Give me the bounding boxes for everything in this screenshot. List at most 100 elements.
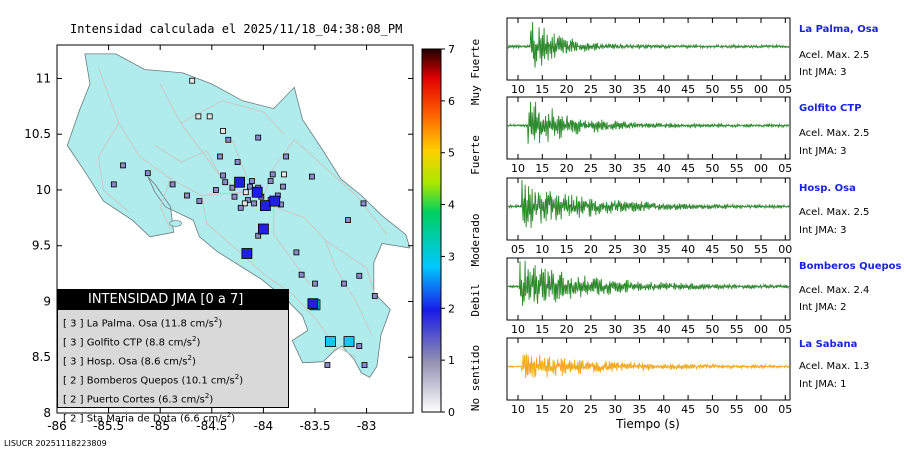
time-tick-label: 45 xyxy=(705,243,719,256)
legend-unit-close: ) xyxy=(196,337,201,349)
time-tick-label: 45 xyxy=(681,403,695,416)
waveform-trace xyxy=(507,101,790,144)
time-tick-label: 30 xyxy=(608,403,622,416)
time-tick-label: 15 xyxy=(535,162,549,175)
legend-unit-exponent: 2 xyxy=(234,372,240,381)
station-marker xyxy=(206,113,213,120)
x-tick-label: -84 xyxy=(254,419,274,433)
legend-station-marker xyxy=(257,223,269,235)
colorbar-tick-label: 1 xyxy=(448,354,455,367)
legend-item: [ 2 ] Puerto Cortes (6.3 cm/s2) xyxy=(58,389,288,408)
legend-item: [ 3 ] Hosp. Osa (8.6 cm/s2) xyxy=(58,351,288,370)
station-marker-large xyxy=(269,195,281,207)
station-marker xyxy=(324,362,331,368)
legend-unit-close: ) xyxy=(231,412,236,424)
colorbar-tick-label: 0 xyxy=(448,406,455,419)
station-marker xyxy=(242,189,249,196)
time-tick-label: 10 xyxy=(535,243,549,256)
colorbar-tick-label: 3 xyxy=(448,250,455,263)
legend-item: [ 3 ] Golfito CTP (8.8 cm/s2) xyxy=(58,332,288,351)
time-tick-label: 05 xyxy=(778,323,792,336)
time-tick-label: 40 xyxy=(657,162,671,175)
intensity-scale-label: Debil xyxy=(469,283,482,316)
legend-station-text: Bomberos Quepos (10.1 cm/s xyxy=(86,375,235,387)
station-jma: Int JMA: 3 xyxy=(799,225,847,236)
station-marker xyxy=(255,134,262,141)
station-marker xyxy=(251,200,258,207)
costa-rica-landmass xyxy=(66,53,411,378)
legend-title: INTENSIDAD JMA [0 a 7] xyxy=(58,290,288,310)
time-tick-label: 15 xyxy=(535,403,549,416)
legend-rows: [ 3 ] La Palma. Osa (11.8 cm/s2)[ 3 ] Go… xyxy=(58,310,288,427)
station-marker xyxy=(269,171,276,178)
colorbar-tick-label: 2 xyxy=(448,302,455,315)
time-tick-label: 30 xyxy=(608,323,622,336)
time-tick-label: 00 xyxy=(754,83,768,96)
station-marker xyxy=(120,162,126,169)
time-tick-label: 10 xyxy=(511,403,525,416)
time-tick-label: 05 xyxy=(778,162,792,175)
station-marker xyxy=(241,200,248,207)
time-tick-label: 05 xyxy=(778,403,792,416)
island-shape xyxy=(169,220,182,227)
time-tick-label: 40 xyxy=(657,403,671,416)
colorbar-tick-label: 5 xyxy=(448,147,455,160)
legend-unit-exponent: 2 xyxy=(187,353,192,362)
time-tick-label: 10 xyxy=(511,162,525,175)
time-tick-label: 55 xyxy=(730,83,744,96)
intensity-scale-label: No sentido xyxy=(469,345,482,411)
legend-unit-exponent: 2 xyxy=(226,410,232,419)
station-accel: Acel. Max. 2.5 xyxy=(799,50,870,61)
time-tick-label: 35 xyxy=(657,243,671,256)
time-tick-label: 45 xyxy=(681,162,695,175)
station-marker xyxy=(196,198,203,205)
station-marker xyxy=(345,217,351,224)
time-tick-label: 25 xyxy=(584,323,598,336)
road-line xyxy=(97,122,130,213)
time-tick-label: 40 xyxy=(657,83,671,96)
time-tick-label: 40 xyxy=(681,243,695,256)
intensity-legend: INTENSIDAD JMA [0 a 7] [ 3 ] La Palma. O… xyxy=(57,289,289,424)
y-tick-label: 11 xyxy=(36,71,51,85)
y-tick-label: 8 xyxy=(43,406,51,420)
station-marker-large xyxy=(251,186,263,198)
station-marker xyxy=(356,343,363,350)
station-marker xyxy=(234,159,241,166)
legend-jma-level: [ 2 ] xyxy=(63,394,84,406)
map-axes: -86 -85.5 -85 -84.5 -84 -83.5 -83 8 8.5 9 9.5 10 10.… xyxy=(24,45,413,433)
colorbar-tick-label: 4 xyxy=(448,199,455,212)
time-tick-label: 15 xyxy=(535,323,549,336)
station-accel: Acel. Max. 1.3 xyxy=(799,361,870,372)
time-tick-label: 00 xyxy=(754,162,768,175)
legend-station-marker xyxy=(307,298,319,310)
road-line xyxy=(154,144,223,180)
legend-jma-level: [ 2 ] xyxy=(63,375,84,387)
station-name: Bomberos Quepos xyxy=(799,261,902,272)
time-tick-label: 35 xyxy=(633,162,647,175)
station-marker xyxy=(184,192,190,199)
station-jma: Int JMA: 3 xyxy=(799,146,847,157)
road-line xyxy=(159,83,243,193)
station-marker xyxy=(249,178,255,184)
station-marker xyxy=(217,153,223,160)
legend-unit-close: ) xyxy=(209,394,214,406)
station-marker xyxy=(220,172,227,179)
station-marker xyxy=(267,178,274,184)
time-tick-label: 35 xyxy=(633,323,647,336)
time-tick-label: 00 xyxy=(754,403,768,416)
station-marker xyxy=(169,181,176,188)
station-marker xyxy=(371,292,378,299)
waveform-trace xyxy=(507,179,790,228)
station-marker xyxy=(231,193,238,200)
time-tick-label: 30 xyxy=(608,162,622,175)
time-tick-label: 05 xyxy=(778,83,792,96)
time-tick-label: 55 xyxy=(730,162,744,175)
seismogram-panel: 10 15 20 25 30 35 40 45 50 55 00 05 xyxy=(506,337,792,416)
legend-station-text: Hosp. Osa (8.6 cm/s xyxy=(86,356,188,368)
time-tick-label: 35 xyxy=(633,403,647,416)
waveform-trace xyxy=(507,260,790,306)
station-marker xyxy=(281,171,287,178)
time-tick-label: 35 xyxy=(633,83,647,96)
time-tick-label: 20 xyxy=(560,83,574,96)
